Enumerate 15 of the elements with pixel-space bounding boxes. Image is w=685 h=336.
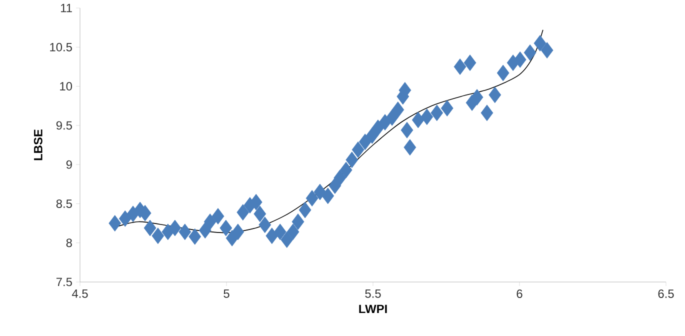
x-tick-label: 5.5 <box>365 290 381 298</box>
x-tick-label: 6 <box>516 290 522 298</box>
y-tick-label: 8.5 <box>56 199 72 208</box>
y-tick-label: 9.5 <box>56 121 72 130</box>
y-tick-label: 10.5 <box>50 42 72 52</box>
x-tick-label: 4.5 <box>72 290 88 298</box>
y-tick-label: 9 <box>66 160 72 169</box>
x-tick-label: 5 <box>224 290 230 298</box>
x-axis-title: LWPI <box>359 304 387 314</box>
y-tick-label: 11 <box>60 4 72 12</box>
x-tick-label: 6.5 <box>658 290 674 298</box>
y-axis-title: LBSE <box>34 130 42 160</box>
y-tick-label: 8 <box>66 238 72 248</box>
y-tick-label: 10 <box>60 82 72 91</box>
y-tick-label: 7.5 <box>56 278 72 286</box>
